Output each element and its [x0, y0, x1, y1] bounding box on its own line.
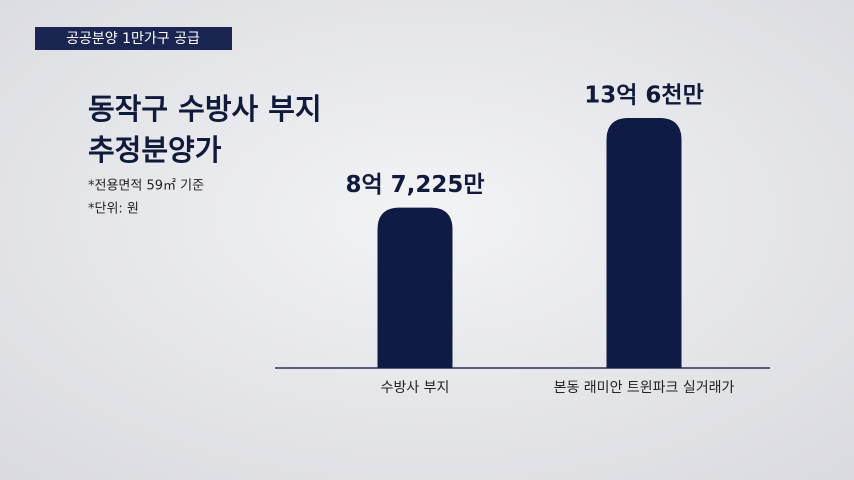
note: *전용면적 59㎡ 기준	[88, 179, 204, 194]
tag: 공공분양 1만가구 공급	[66, 31, 200, 47]
value-label: 13억 6천만	[584, 83, 704, 109]
chart-title: 동작구 수방사 부지	[88, 92, 322, 126]
bar	[606, 118, 682, 368]
note: *단위: 원	[88, 202, 139, 217]
bar	[377, 207, 453, 368]
x-tick-label: 수방사 부지	[381, 380, 450, 396]
value-label: 8억 7,225만	[345, 172, 484, 198]
tag-box	[35, 27, 232, 50]
chart-title: 추정분양가	[88, 133, 222, 167]
x-tick-label: 본동 래미안 트윈파크 실거래가	[554, 380, 735, 396]
